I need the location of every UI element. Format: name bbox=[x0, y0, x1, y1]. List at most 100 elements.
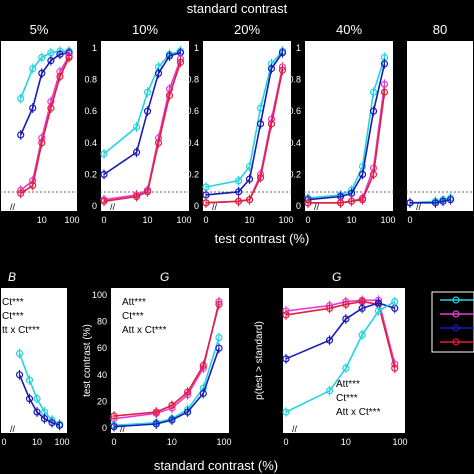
data-point bbox=[325, 336, 334, 344]
data-point bbox=[33, 408, 41, 416]
x-tick-label: 100 bbox=[392, 437, 407, 447]
panel-bg bbox=[0, 287, 68, 434]
series-line bbox=[19, 51, 70, 136]
series-line bbox=[103, 61, 182, 203]
data-point bbox=[168, 416, 176, 424]
data-point bbox=[132, 192, 141, 201]
data-point bbox=[56, 50, 64, 58]
data-point bbox=[234, 197, 243, 205]
data-point bbox=[15, 371, 24, 379]
data-point bbox=[25, 395, 34, 403]
panel-frame bbox=[100, 40, 190, 212]
y-tick-label: 40 bbox=[97, 370, 107, 380]
series-line bbox=[285, 300, 396, 369]
x-tick-label: 100 bbox=[278, 215, 293, 225]
x-tick-label: 100 bbox=[216, 437, 231, 447]
data-point bbox=[47, 57, 55, 65]
data-point bbox=[17, 189, 25, 197]
data-point bbox=[245, 175, 254, 183]
data-point bbox=[100, 150, 108, 158]
y-tick-label: 0.8 bbox=[84, 75, 97, 85]
y-tick-label: 0.6 bbox=[186, 106, 199, 116]
x-tick-label: 10 bbox=[167, 437, 177, 447]
data-point bbox=[168, 401, 176, 409]
series-line bbox=[18, 353, 60, 425]
data-point bbox=[342, 300, 350, 308]
panel-frame bbox=[282, 287, 406, 434]
y-tick-label: 80 bbox=[97, 317, 107, 327]
data-point bbox=[358, 304, 366, 312]
axis-break-mark: // bbox=[10, 424, 16, 434]
data-point bbox=[380, 60, 389, 68]
series-line bbox=[307, 63, 386, 201]
data-point bbox=[358, 170, 367, 178]
y-tick-label: 20 bbox=[97, 396, 107, 406]
panel-1: 10%00.20.40.60.810 10 100// bbox=[84, 22, 191, 225]
series-line bbox=[113, 304, 220, 417]
x-tick-label: 0 bbox=[111, 437, 116, 447]
data-point bbox=[143, 188, 152, 196]
panel-title: 5% bbox=[30, 22, 49, 37]
data-point bbox=[29, 104, 37, 112]
data-point bbox=[184, 388, 192, 396]
annotation-text: Att x Ct*** bbox=[336, 407, 381, 418]
y-tick-label: 0.2 bbox=[84, 169, 97, 179]
panel-letter: G bbox=[160, 270, 169, 284]
data-point bbox=[325, 387, 334, 395]
panel-6: G 0 20 40 60 80 100 0 10 100 // test contrast (%) At… bbox=[82, 270, 232, 447]
data-point bbox=[100, 197, 108, 205]
y-tick-label: 0 bbox=[296, 201, 301, 211]
data-point bbox=[184, 408, 192, 416]
data-point bbox=[256, 173, 265, 182]
data-point bbox=[336, 199, 345, 207]
data-point bbox=[369, 170, 378, 178]
data-point bbox=[55, 421, 64, 429]
data-point bbox=[56, 72, 64, 81]
annotation-text: Att*** bbox=[122, 297, 146, 308]
panel-bg bbox=[100, 40, 190, 212]
x-tick-label: 100 bbox=[54, 437, 69, 447]
data-point bbox=[358, 196, 367, 204]
data-point bbox=[245, 196, 254, 204]
data-point bbox=[278, 49, 287, 57]
bottom-xlabel: standard contrast (%) bbox=[154, 458, 278, 473]
x-tick-label: 0 bbox=[305, 215, 310, 225]
axis-break-mark: // bbox=[110, 202, 116, 212]
axis-break-mark: // bbox=[120, 424, 126, 434]
y-tick-label: 0 bbox=[194, 201, 199, 211]
data-point bbox=[65, 53, 73, 62]
panel-0: 5%00.20.40.60.8110100// bbox=[0, 22, 80, 225]
panel-bg bbox=[406, 40, 474, 212]
annotation-text: Ct*** bbox=[122, 311, 144, 322]
x-tick-label: 10 bbox=[143, 215, 153, 225]
x-tick-label: 0 bbox=[283, 437, 288, 447]
y-tick-label: 0.4 bbox=[186, 138, 199, 148]
annotation-text: Ct*** bbox=[336, 393, 358, 404]
panel-letter: G bbox=[332, 270, 341, 284]
data-point bbox=[358, 331, 366, 339]
data-point bbox=[176, 58, 185, 66]
data-point bbox=[282, 311, 290, 319]
data-point bbox=[48, 419, 56, 427]
data-point bbox=[256, 120, 265, 128]
axis-break-mark: // bbox=[292, 424, 298, 434]
x-tick-label: 10 bbox=[245, 215, 255, 225]
panel-frame bbox=[0, 287, 68, 434]
data-point bbox=[325, 304, 334, 312]
legend-swatch-marker bbox=[452, 310, 460, 318]
series-line bbox=[18, 374, 60, 427]
data-point bbox=[342, 364, 350, 372]
annotation-text: tt x Ct*** bbox=[2, 325, 40, 336]
panel-frame bbox=[304, 40, 394, 212]
x-tick-label: 10 bbox=[347, 215, 357, 225]
top-title: standard contrast bbox=[187, 1, 288, 16]
mid-xlabel: test contrast (%) bbox=[215, 231, 310, 246]
data-point bbox=[25, 376, 34, 384]
y-tick-label: 0.2 bbox=[288, 169, 301, 179]
x-tick-label: 0 bbox=[1, 437, 6, 447]
panel-title: 10% bbox=[132, 22, 158, 37]
data-point bbox=[282, 355, 290, 363]
y-tick-label: 100 bbox=[92, 290, 107, 300]
panel-frame bbox=[110, 287, 230, 434]
